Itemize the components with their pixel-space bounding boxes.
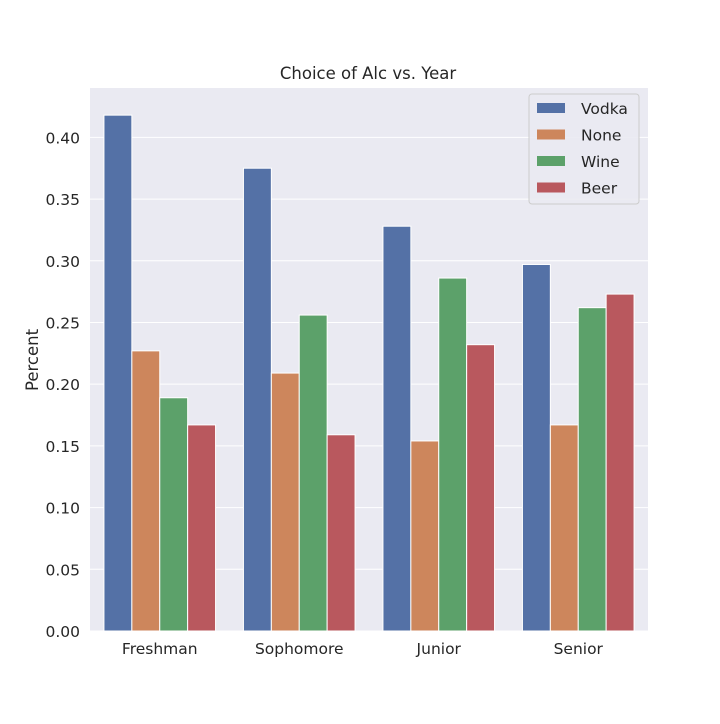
bar-beer — [466, 344, 496, 632]
bar-beer — [326, 434, 356, 632]
chart-title: Choice of Alc vs. Year — [280, 64, 456, 83]
legend-swatch-vodka — [537, 103, 565, 113]
legend-label: Beer — [581, 180, 618, 198]
y-tick-label: 0.10 — [45, 500, 80, 518]
legend-swatch-wine — [537, 156, 565, 166]
legend-label: None — [581, 127, 621, 145]
legend-box — [528, 93, 640, 205]
y-tick-label: 0.15 — [45, 438, 80, 456]
legend-label: Wine — [581, 153, 620, 171]
bar-wine — [438, 277, 468, 632]
y-tick-label: 0.05 — [45, 561, 80, 579]
x-tick-label: Junior — [416, 640, 462, 658]
x-tick-label: Senior — [554, 640, 604, 658]
legend-label: Vodka — [581, 100, 628, 118]
legend-swatch-beer — [537, 182, 565, 193]
x-tick-label: Freshman — [122, 640, 198, 658]
bar-wine — [577, 307, 607, 632]
y-tick-label: 0.20 — [45, 376, 80, 394]
bar-beer — [187, 424, 217, 632]
bar-none — [410, 440, 440, 632]
y-tick-label: 0.40 — [45, 129, 80, 147]
bar-wine — [159, 397, 189, 632]
legend: Vodka None Wine Beer — [528, 93, 640, 205]
y-tick-label: 0.35 — [45, 191, 80, 209]
x-tick-label: Sophomore — [255, 640, 344, 658]
bar-wine — [298, 314, 328, 632]
y-tick-label: 0.00 — [45, 623, 80, 641]
legend-swatch-none — [537, 129, 565, 140]
bar-vodka — [103, 114, 133, 632]
bar-vodka — [521, 263, 551, 632]
y-tick-label: 0.25 — [45, 314, 80, 332]
bar-vodka — [382, 225, 412, 632]
y-tick-label: 0.30 — [45, 253, 80, 271]
bar-beer — [605, 293, 635, 632]
bar-none — [131, 350, 161, 632]
bars — [103, 114, 635, 632]
bar-none — [270, 372, 300, 632]
bar-none — [549, 424, 579, 632]
y-axis-label: Percent — [23, 328, 42, 391]
bar-vodka — [242, 167, 272, 632]
